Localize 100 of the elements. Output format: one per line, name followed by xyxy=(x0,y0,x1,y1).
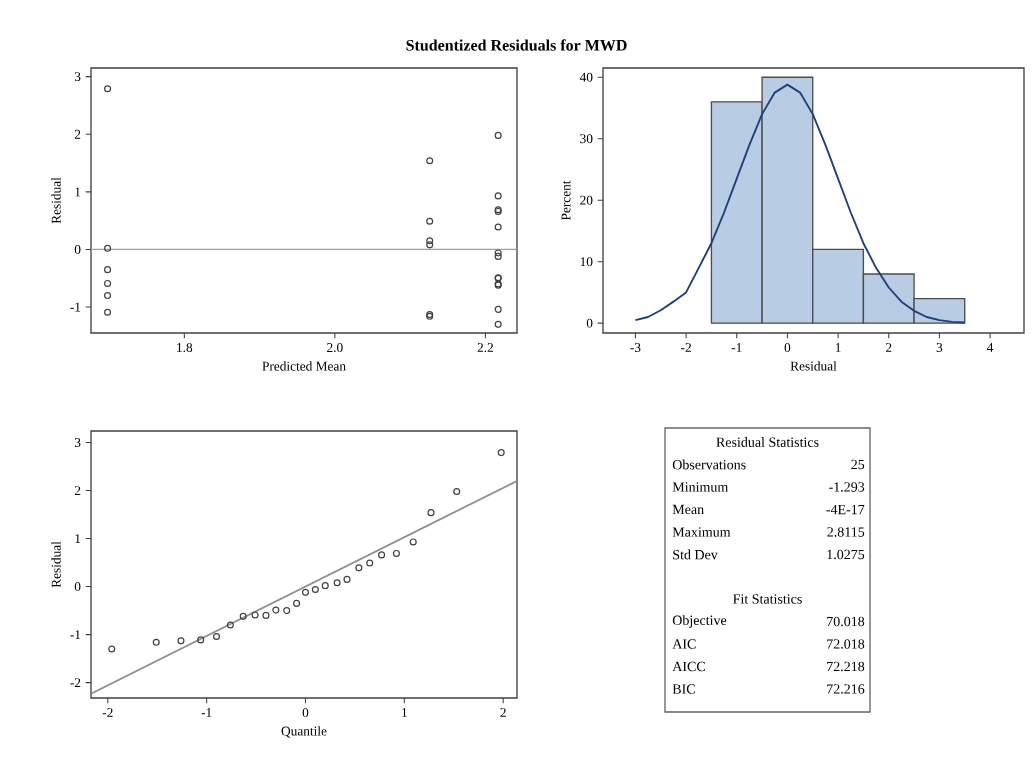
point xyxy=(426,157,434,165)
x-tick-label: 2.2 xyxy=(477,343,493,353)
y-tick-label: 2 xyxy=(74,129,81,139)
point xyxy=(453,487,461,496)
point xyxy=(104,85,112,93)
text: Fit Statistics xyxy=(733,594,802,604)
text: Std Dev xyxy=(673,549,718,560)
point xyxy=(426,237,434,245)
x-tick-label: 1 xyxy=(835,343,841,352)
point xyxy=(104,266,112,274)
point xyxy=(426,241,434,249)
point xyxy=(262,611,270,619)
y-axis-title: Residual xyxy=(51,541,61,588)
y-tick-label: 1 xyxy=(75,187,81,197)
y-tick-label: 10 xyxy=(580,257,593,267)
point xyxy=(177,637,185,645)
text: 72.018 xyxy=(827,639,865,649)
chart-title: Studentized Residuals for MWD xyxy=(406,39,627,51)
text: 72.218 xyxy=(827,661,865,672)
y-tick-label: 2 xyxy=(74,486,81,495)
text: Residual Statistics xyxy=(716,437,819,447)
point xyxy=(272,606,280,614)
point xyxy=(355,564,363,572)
y-tick-label: -2 xyxy=(70,678,81,688)
y-tick-label: 3 xyxy=(74,72,81,82)
y-tick-label: 3 xyxy=(74,438,81,447)
y-tick-label: 0 xyxy=(74,244,81,254)
text: 70.018 xyxy=(827,616,865,627)
x-tick-label: -1 xyxy=(731,343,742,352)
text: -1.293 xyxy=(829,482,865,492)
point xyxy=(494,192,502,200)
y-tick-label: 0 xyxy=(74,582,81,592)
line-series xyxy=(634,83,966,324)
x-tick-label: -2 xyxy=(102,708,113,717)
point xyxy=(409,538,417,546)
text: 1.0275 xyxy=(827,549,865,560)
text: 25 xyxy=(851,459,865,470)
x-tick-label: 0 xyxy=(302,708,309,718)
point xyxy=(427,509,435,517)
point xyxy=(212,633,221,641)
x-axis-title: Residual xyxy=(790,361,837,371)
point xyxy=(293,599,301,607)
x-tick-label: 2 xyxy=(500,708,506,717)
point xyxy=(301,588,310,596)
point xyxy=(251,611,259,619)
text: -4E-17 xyxy=(826,504,865,515)
point xyxy=(494,223,502,231)
y-tick-label: 40 xyxy=(579,72,593,82)
point xyxy=(494,249,502,257)
x-tick-label: 2 xyxy=(885,343,892,352)
point xyxy=(494,252,502,260)
y-axis-title: Residual xyxy=(51,177,61,224)
text: 2.8115 xyxy=(827,527,865,537)
point xyxy=(426,217,434,225)
point xyxy=(104,244,112,252)
point xyxy=(226,621,234,629)
text: BIC xyxy=(672,684,695,694)
text: Objective xyxy=(672,615,727,628)
y-tick-label: 0 xyxy=(586,318,593,328)
point xyxy=(321,582,329,590)
text: Maximum xyxy=(672,527,731,537)
point xyxy=(378,551,386,559)
point xyxy=(197,636,205,644)
y-tick-label: 20 xyxy=(580,195,593,205)
point xyxy=(152,638,160,646)
point xyxy=(333,579,341,587)
y-tick-label: -1 xyxy=(70,630,81,640)
point xyxy=(104,279,112,287)
point xyxy=(366,559,374,567)
x-tick-label: 2.0 xyxy=(327,343,343,353)
point xyxy=(494,320,502,328)
x-tick-label: -3 xyxy=(630,343,641,352)
point xyxy=(494,131,502,139)
point xyxy=(311,585,319,593)
x-axis-title: Quantile xyxy=(281,726,327,738)
text: Mean xyxy=(672,504,704,515)
x-tick-label: 3 xyxy=(936,343,943,352)
x-tick-label: -1 xyxy=(201,708,212,717)
y-tick-label: -1 xyxy=(70,302,81,312)
point xyxy=(104,308,112,316)
text: AICC xyxy=(672,661,705,672)
point xyxy=(497,449,505,457)
point xyxy=(239,612,247,620)
x-tick-label: 1 xyxy=(402,708,407,717)
point xyxy=(392,549,400,557)
point xyxy=(108,645,116,653)
y-tick-label: 30 xyxy=(580,134,593,144)
x-axis-title: Predicted Mean xyxy=(262,361,346,371)
text: 72.216 xyxy=(827,684,865,694)
x-tick-label: 0 xyxy=(784,343,791,353)
text: AIC xyxy=(672,639,696,649)
x-tick-label: -2 xyxy=(681,343,691,352)
point xyxy=(494,305,502,313)
text: Minimum xyxy=(672,482,729,492)
y-axis-title: Percent xyxy=(561,180,571,221)
x-tick-label: 4 xyxy=(986,343,994,352)
text: Observations xyxy=(672,459,746,470)
point xyxy=(343,575,351,583)
point xyxy=(104,292,112,300)
x-tick-label: 1.8 xyxy=(177,343,193,353)
